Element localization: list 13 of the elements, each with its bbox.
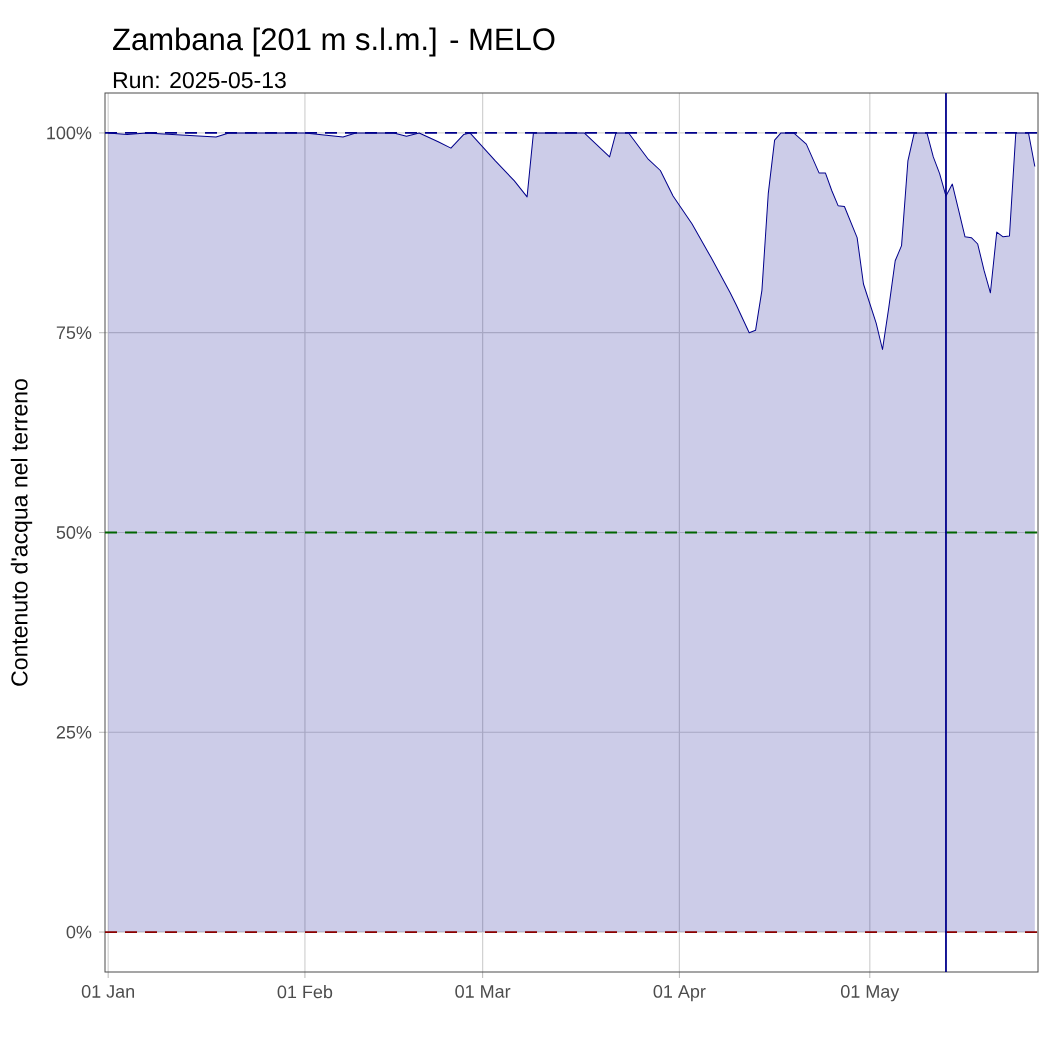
x-tick-label: 01 Jan	[81, 985, 135, 998]
y-tick-label: 0%	[66, 925, 92, 939]
y-axis-title: Contenuto d'acqua nel terreno	[10, 379, 33, 686]
y-tick-label: 100%	[47, 126, 92, 140]
chart-subtitle: Run: 2025-05-13	[113, 71, 286, 89]
y-tick-label: 25%	[56, 725, 92, 739]
y-tick-label: 50%	[56, 526, 92, 539]
y-tick-label: 75%	[56, 326, 92, 340]
x-tick-label: 01 May	[840, 985, 900, 1002]
x-tick-label: 01 Mar	[455, 985, 511, 998]
x-tick-label: 01 Apr	[653, 985, 706, 1002]
chart-title: Zambana [201 m s.l.m.] - MELO	[113, 27, 555, 57]
x-tick-label: 01 Feb	[277, 985, 333, 999]
